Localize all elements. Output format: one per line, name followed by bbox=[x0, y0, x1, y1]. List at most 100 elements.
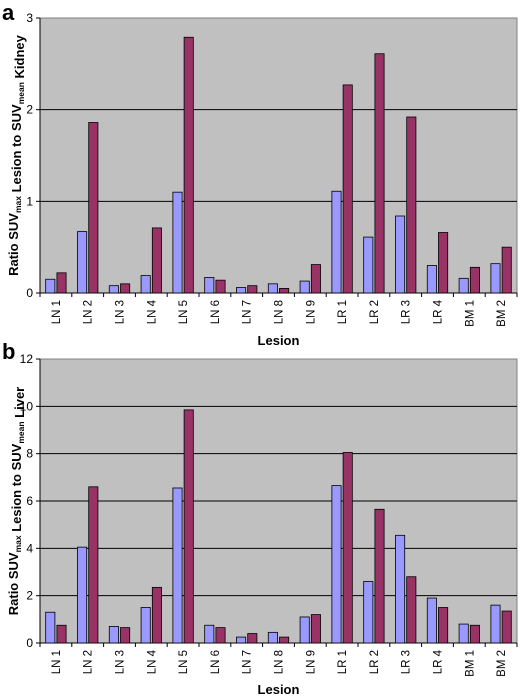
bar-b-lr4-series1 bbox=[426, 597, 437, 644]
bar-a-ln3-series2 bbox=[120, 283, 131, 294]
y-tick-label: 12 bbox=[20, 352, 34, 366]
chart-panel-a: 0 1 2 3 LN 1 LN 2 LN 3 LN 4 LN 5 LN 6 LN 7 LN 8 LN 9… bbox=[2, 0, 518, 348]
bar-b-lr2-series1 bbox=[363, 581, 374, 644]
panel-letter: a bbox=[2, 0, 15, 25]
y-tick-label: 2 bbox=[26, 103, 33, 117]
y-tick-label: 6 bbox=[26, 494, 33, 508]
bar-a-bm1-series2 bbox=[469, 266, 480, 294]
x-tick-label: LN 2 bbox=[83, 650, 95, 674]
x-tick-label: LR 4 bbox=[433, 649, 445, 674]
bar-b-ln7-series2 bbox=[247, 633, 258, 644]
bar-b-bm2-series1 bbox=[490, 604, 501, 644]
y-axis-title-part: Lesion to SUV bbox=[9, 443, 24, 535]
x-tick-label: LR 2 bbox=[369, 300, 381, 324]
bar-b-ln3-series2 bbox=[120, 627, 131, 644]
bar-a-ln9-series1 bbox=[299, 280, 310, 294]
bar-a-lr3-series2 bbox=[406, 116, 417, 294]
bar-b-ln1-series1 bbox=[45, 611, 56, 644]
bar-b-bm1-series1 bbox=[458, 623, 469, 644]
x-tick-label: LN 4 bbox=[146, 299, 158, 324]
bar-a-bm2-series2 bbox=[501, 246, 512, 294]
bar-b-ln4-series1 bbox=[140, 607, 151, 644]
chart-panel-b: 0 2 4 6 8 10 12 LN 1 LN 2 LN 3 LN 4 LN 5 LN 6 LN 7 LN … bbox=[2, 339, 518, 696]
x-tick-label: LN 6 bbox=[210, 300, 222, 324]
y-tick-label: 0 bbox=[26, 636, 33, 650]
x-tick-label: LR 3 bbox=[401, 650, 413, 674]
bar-a-ln8-series2 bbox=[279, 288, 290, 294]
bar-b-ln4-series2 bbox=[151, 586, 162, 644]
y-tick-label: 2 bbox=[26, 589, 33, 603]
bar-b-ln2-series1 bbox=[77, 546, 88, 644]
bar-a-ln9-series2 bbox=[310, 264, 321, 294]
x-tick-label: BM 2 bbox=[496, 300, 508, 327]
x-tick-label: BM 1 bbox=[464, 300, 476, 327]
bar-b-ln7-series1 bbox=[236, 636, 247, 644]
x-tick-label: LN 7 bbox=[242, 300, 254, 324]
bar-b-ln9-series2 bbox=[310, 614, 321, 644]
y-tick-label: 0 bbox=[26, 286, 33, 300]
bar-a-lr1-series2 bbox=[342, 84, 353, 294]
bar-a-ln2-series2 bbox=[88, 122, 99, 294]
bar-a-lr3-series1 bbox=[395, 215, 406, 294]
y-axis-title-part: Kidney bbox=[12, 34, 27, 82]
y-tick-label: 1 bbox=[26, 194, 33, 208]
bar-b-lr4-series2 bbox=[438, 607, 449, 644]
bar-a-ln7-series2 bbox=[247, 285, 258, 294]
y-axis-title-part: Liver bbox=[12, 387, 27, 422]
y-axis-title-part: Ratio SUV bbox=[6, 552, 21, 615]
bar-b-ln1-series2 bbox=[56, 624, 67, 644]
bar-b-lr3-series1 bbox=[395, 534, 406, 644]
x-axis-title: Lesion bbox=[258, 682, 300, 696]
bar-a-bm2-series1 bbox=[490, 263, 501, 294]
y-axis-title: Ratio SUVmax Lesion to SUVmean Liver bbox=[6, 387, 27, 616]
bar-a-bm1-series1 bbox=[458, 277, 469, 294]
bar-a-ln6-series2 bbox=[215, 279, 226, 294]
x-tick-label: LR 1 bbox=[337, 650, 349, 674]
y-axis-title-part: Ratio SUV bbox=[6, 213, 21, 276]
bar-a-ln7-series1 bbox=[236, 287, 247, 294]
bar-a-lr2-series1 bbox=[363, 236, 374, 294]
x-tick-label: LN 2 bbox=[83, 300, 95, 324]
x-tick-label: LN 8 bbox=[274, 300, 286, 324]
x-tick-label: LN 9 bbox=[305, 300, 317, 324]
bar-a-ln1-series2 bbox=[56, 272, 67, 294]
bar-a-ln3-series1 bbox=[108, 285, 119, 294]
x-tick-label: LN 1 bbox=[51, 650, 63, 674]
x-tick-label: BM 2 bbox=[496, 650, 508, 677]
x-tick-label: LN 9 bbox=[305, 650, 317, 674]
plot-area bbox=[39, 17, 518, 294]
x-tick-label: LN 3 bbox=[115, 650, 127, 674]
bar-b-ln8-series2 bbox=[279, 636, 290, 644]
y-tick-label: 3 bbox=[26, 11, 33, 25]
x-tick-label: LN 8 bbox=[274, 650, 286, 674]
bar-b-ln8-series1 bbox=[267, 631, 278, 644]
x-tick-label: LR 1 bbox=[337, 300, 349, 324]
bar-a-lr2-series2 bbox=[374, 53, 385, 294]
bar-b-bm2-series2 bbox=[501, 610, 512, 644]
bar-a-ln5-series2 bbox=[183, 36, 194, 294]
bar-b-ln2-series2 bbox=[88, 486, 99, 644]
x-tick-label: LR 2 bbox=[369, 650, 381, 674]
bar-a-lr4-series1 bbox=[426, 265, 437, 294]
bar-a-ln5-series1 bbox=[172, 191, 183, 294]
bar-b-ln9-series1 bbox=[299, 616, 310, 644]
x-tick-label: BM 1 bbox=[464, 650, 476, 677]
x-tick-label: LN 1 bbox=[51, 300, 63, 324]
bar-b-lr2-series2 bbox=[374, 508, 385, 644]
bar-a-ln1-series1 bbox=[45, 278, 56, 294]
x-tick-label: LR 4 bbox=[433, 299, 445, 324]
bar-a-ln2-series1 bbox=[77, 231, 88, 294]
y-axis-title-subscript: max bbox=[13, 535, 23, 552]
x-axis-title: Lesion bbox=[258, 333, 300, 348]
y-axis-title-subscript: mean bbox=[16, 82, 26, 104]
y-axis-title-subscript: mean bbox=[16, 421, 26, 443]
bar-b-lr1-series1 bbox=[331, 485, 342, 644]
bar-b-ln6-series1 bbox=[204, 624, 215, 644]
bar-b-ln3-series1 bbox=[108, 626, 119, 644]
x-tick-label: LN 7 bbox=[242, 650, 254, 674]
bar-a-ln8-series1 bbox=[267, 283, 278, 294]
bar-a-lr4-series2 bbox=[438, 232, 449, 294]
x-tick-label: LN 4 bbox=[146, 649, 158, 674]
bar-b-lr3-series2 bbox=[406, 576, 417, 644]
